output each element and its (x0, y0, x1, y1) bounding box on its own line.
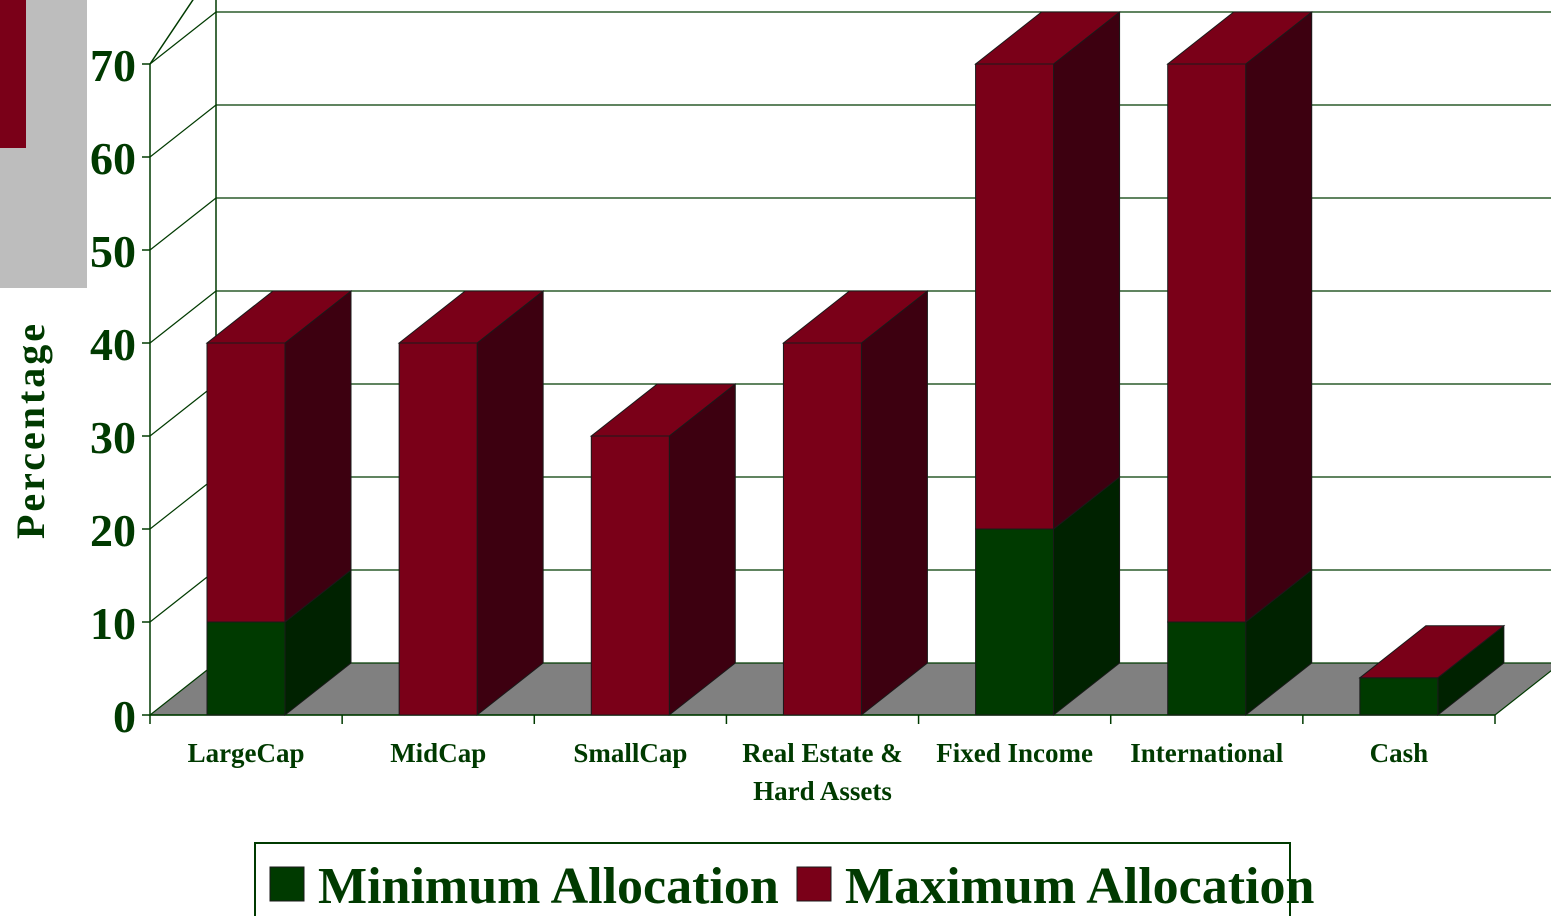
bar-min-international-front (1167, 621, 1247, 716)
side-gridline (149, 290, 217, 344)
category-label-midcap: MidCap (390, 738, 486, 768)
bar-max-international-side (1245, 10, 1313, 624)
bar-max-midcap-side (476, 289, 544, 717)
bar-max-midcap-top (397, 290, 545, 344)
y-tick-label: 0 (113, 691, 136, 742)
y-tick-label: 40 (90, 319, 136, 370)
bar-max-real-estate-hard-assets-front (782, 342, 862, 716)
bar-max-midcap-front (398, 342, 478, 716)
legend-label: Minimum Allocation (318, 858, 779, 915)
legend-swatch (269, 866, 305, 902)
side-gridline (149, 104, 217, 158)
category-label-fixed-income: Fixed Income (936, 738, 1093, 768)
bar-max-smallcap-top (589, 383, 737, 437)
decorative-red-block (0, 0, 26, 148)
bar-max-smallcap-side (668, 382, 736, 717)
side-gridline (149, 11, 217, 65)
bar-max-international-top (1166, 11, 1314, 65)
bar-max-fixed-income-front (975, 63, 1055, 530)
legend-label: Maximum Allocation (845, 858, 1315, 915)
bar-max-cash-top (1358, 625, 1506, 679)
side-gridline (149, 383, 217, 437)
bar-max-fixed-income-top (974, 11, 1122, 65)
bar-max-largecap-top (205, 290, 353, 344)
category-label-smallcap: SmallCap (573, 738, 687, 768)
legend-box (254, 842, 1291, 916)
legend-swatch (796, 866, 832, 902)
bar-max-real-estate-hard-assets-top (781, 290, 929, 344)
y-tick-label: 70 (90, 40, 136, 91)
bar-min-fixed-income-front (975, 528, 1055, 716)
bar-max-fixed-income-side (1053, 10, 1121, 531)
y-tick-label: 60 (90, 133, 136, 184)
chart-legend: Minimum Allocation Maximum Allocation (254, 842, 1315, 916)
bar-max-largecap-side (284, 289, 352, 624)
y-tick-labels: 0 10 20 30 40 50 60 70 (90, 40, 136, 742)
chart-bars (205, 10, 1506, 717)
bar-min-largecap-front (206, 621, 286, 716)
side-gridline (149, 476, 217, 530)
category-labels: LargeCap MidCap SmallCap Real Estate & Hard … (188, 738, 1429, 806)
category-label-real-estate-hard-assets: Real Estate & Hard Assets (742, 738, 902, 806)
bar-max-real-estate-hard-assets-side (860, 289, 928, 717)
y-tick-label: 20 (90, 505, 136, 556)
bar-max-international-front (1167, 63, 1247, 623)
category-label-international: International (1130, 738, 1284, 768)
side-gridline (149, 197, 217, 251)
y-tick-label: 50 (90, 226, 136, 277)
y-axis-label: Percentage (8, 321, 53, 539)
bar-max-smallcap-front (590, 435, 670, 716)
bar-max-largecap-front (206, 342, 286, 623)
bar-min-cash-front (1359, 677, 1439, 716)
side-gridline (149, 569, 217, 623)
y-tick-label: 10 (90, 598, 136, 649)
category-label-cash: Cash (1370, 738, 1429, 768)
category-label-largecap: LargeCap (188, 738, 305, 768)
side-wall-top-edge (149, 0, 194, 65)
y-tick-label: 30 (90, 412, 136, 463)
